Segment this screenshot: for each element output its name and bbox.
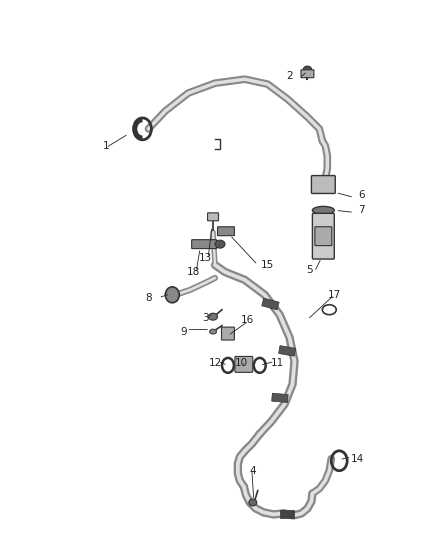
Text: 1: 1	[102, 141, 109, 151]
Text: 3: 3	[202, 313, 208, 322]
Text: 12: 12	[208, 358, 222, 368]
Text: 9: 9	[180, 327, 187, 336]
FancyBboxPatch shape	[192, 240, 216, 248]
Ellipse shape	[249, 499, 257, 506]
Text: 18: 18	[187, 267, 200, 277]
Bar	[262, 298, 279, 310]
FancyBboxPatch shape	[312, 213, 334, 259]
Bar	[279, 345, 296, 356]
FancyBboxPatch shape	[315, 227, 332, 246]
Ellipse shape	[312, 206, 334, 214]
FancyBboxPatch shape	[301, 70, 314, 78]
Text: 14: 14	[350, 454, 364, 464]
FancyBboxPatch shape	[218, 227, 234, 236]
Text: 8: 8	[145, 293, 152, 303]
Ellipse shape	[304, 66, 311, 72]
Text: 15: 15	[261, 260, 274, 270]
Bar	[272, 393, 288, 402]
Text: 4: 4	[250, 466, 256, 475]
FancyBboxPatch shape	[311, 175, 335, 193]
Text: 10: 10	[235, 358, 248, 368]
FancyBboxPatch shape	[235, 357, 253, 373]
Text: 11: 11	[271, 358, 284, 368]
Text: 6: 6	[358, 190, 364, 200]
Text: 16: 16	[241, 314, 254, 325]
FancyBboxPatch shape	[222, 327, 234, 340]
Bar	[279, 511, 293, 519]
Ellipse shape	[208, 313, 218, 320]
FancyBboxPatch shape	[208, 213, 219, 221]
Ellipse shape	[165, 287, 179, 303]
Text: 7: 7	[358, 205, 364, 215]
Text: 2: 2	[286, 71, 293, 81]
Text: 17: 17	[328, 290, 341, 300]
Text: 13: 13	[198, 253, 212, 263]
Text: 5: 5	[306, 265, 313, 275]
Ellipse shape	[209, 329, 216, 334]
Ellipse shape	[215, 240, 225, 248]
